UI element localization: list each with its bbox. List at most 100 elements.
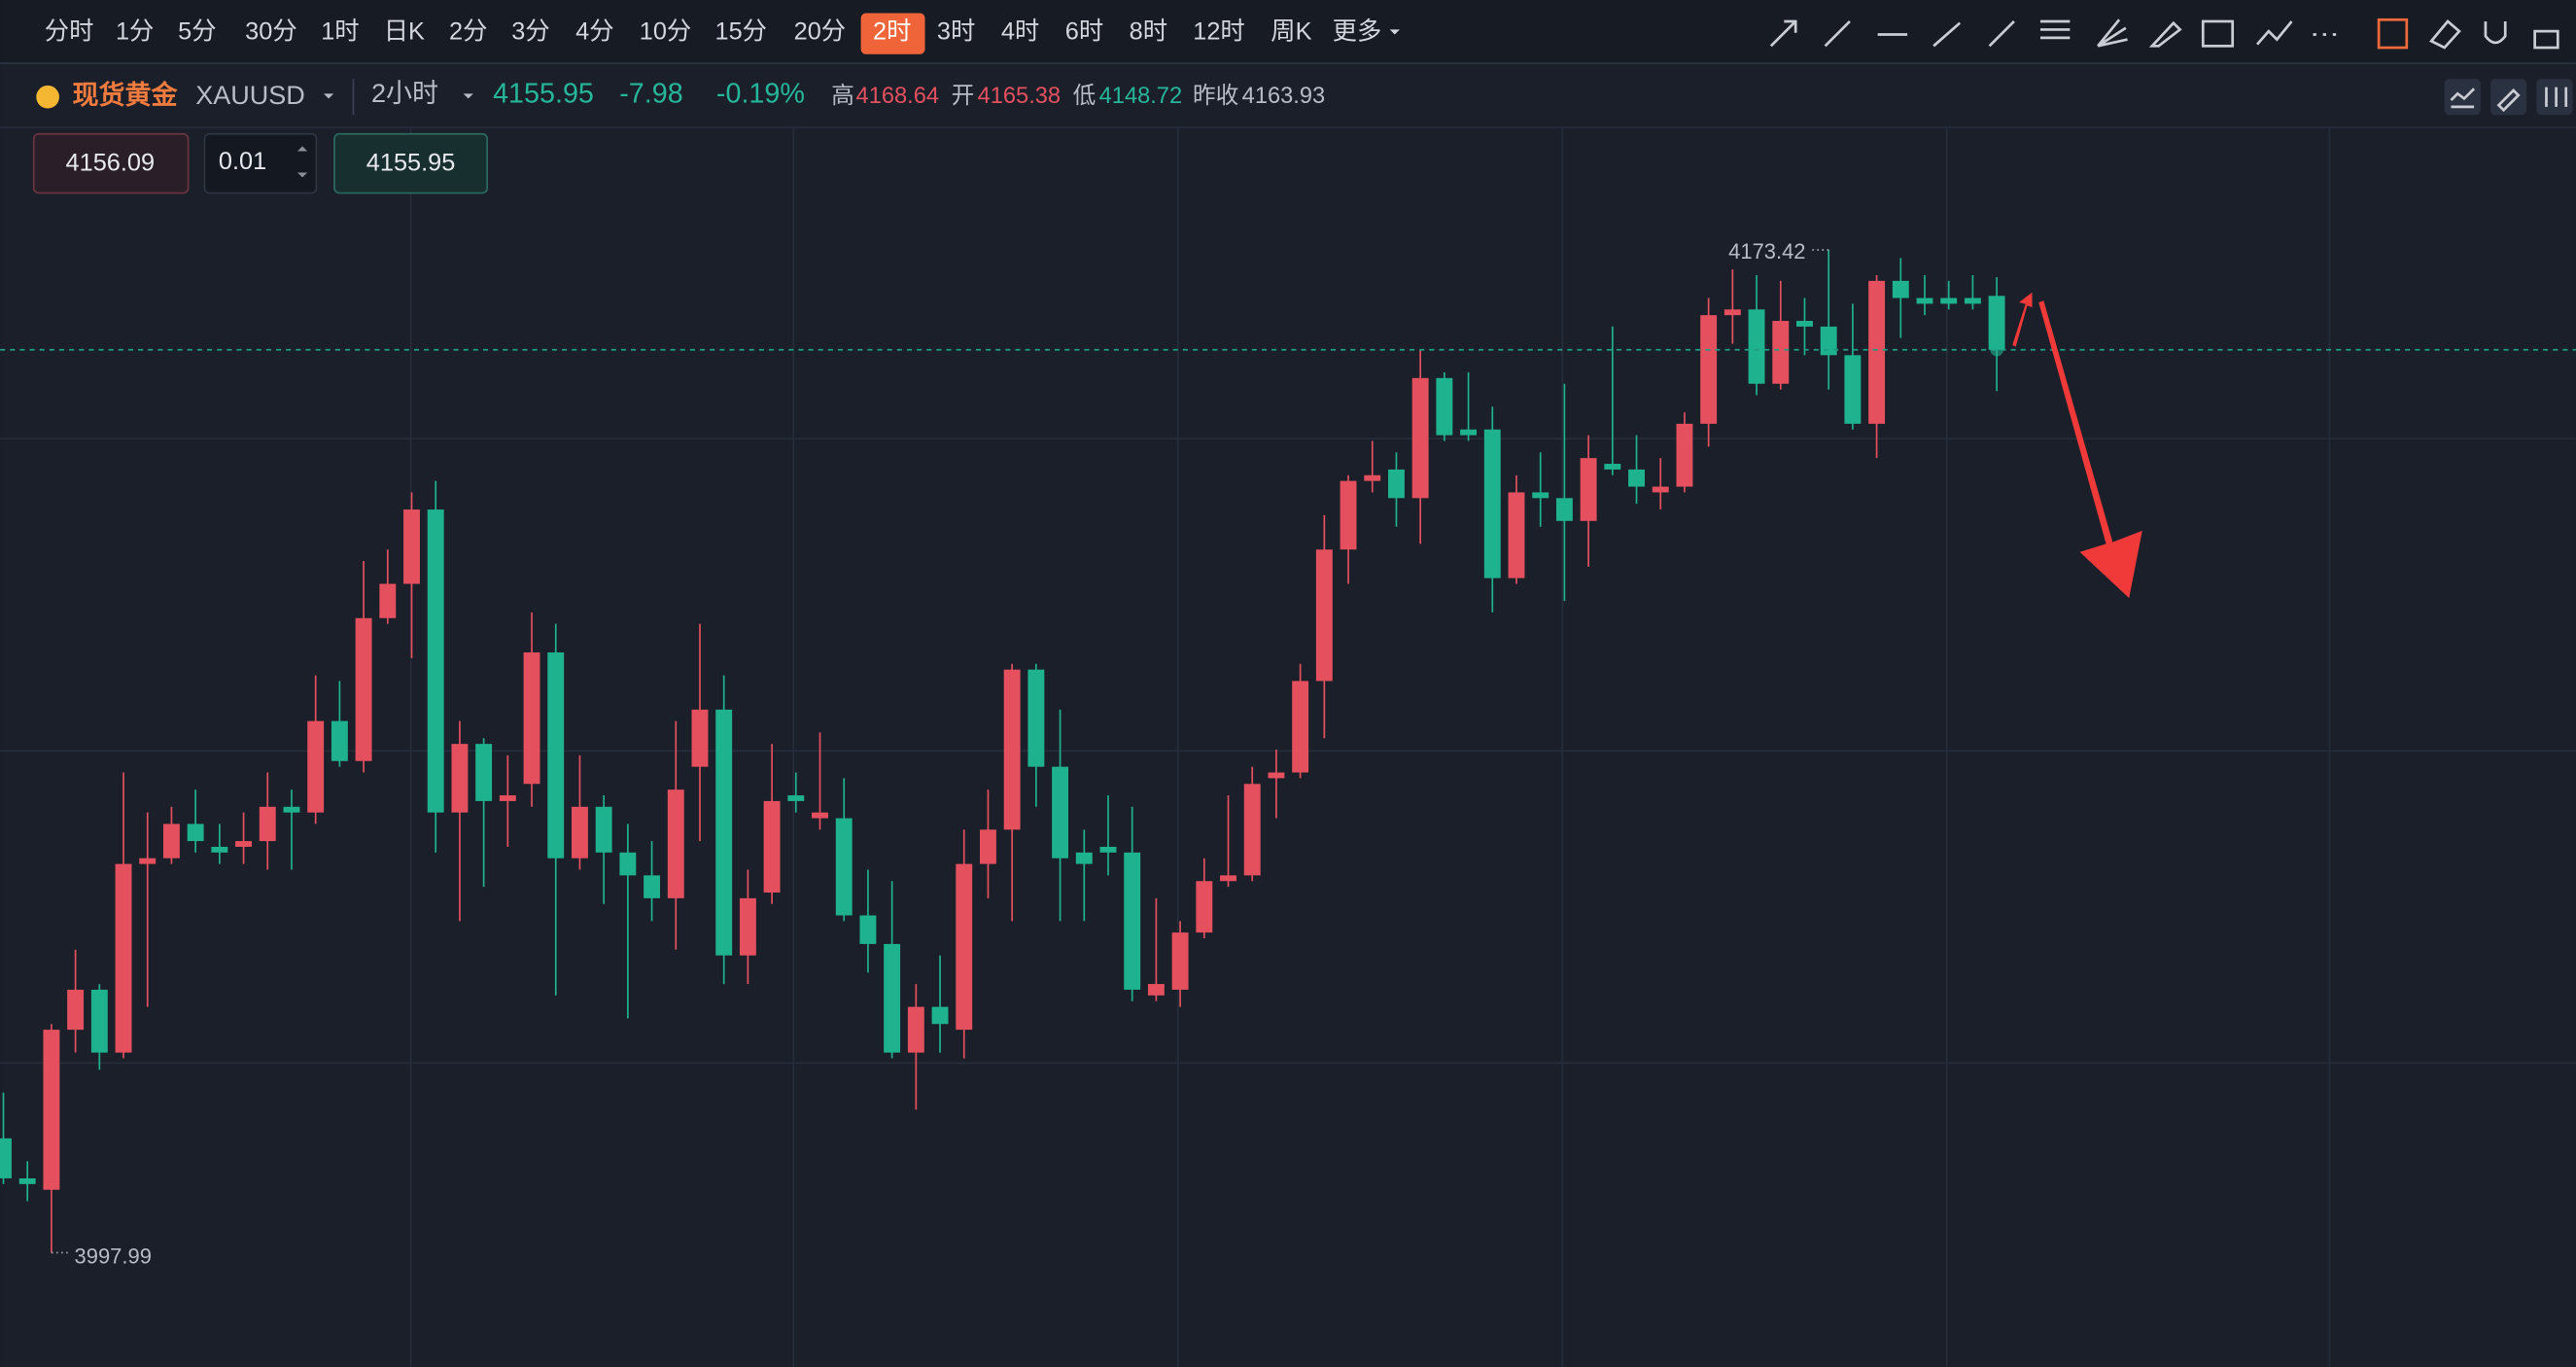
tool-line[interactable] [1988, 20, 2015, 48]
interval-button[interactable]: 5分 [178, 18, 216, 45]
drawing-tools[interactable] [1769, 18, 2559, 50]
grid [0, 127, 2576, 1367]
tool-image[interactable] [2201, 19, 2235, 48]
candle-body [980, 829, 996, 864]
interval-button[interactable]: 3时 [937, 18, 975, 45]
candle-body [812, 812, 828, 819]
candle-body [1436, 377, 1453, 436]
open-label: 开 [952, 84, 975, 109]
candle-body [187, 824, 204, 842]
candles: 4173.42 3997.99 [0, 239, 2576, 1268]
candle-body [1124, 852, 1141, 990]
candle-body [884, 943, 901, 1053]
interval-button[interactable]: 周K [1271, 18, 1311, 45]
interval-button[interactable]: 分时 [45, 18, 94, 45]
tool-eraser[interactable] [2429, 19, 2461, 50]
tool-arrow[interactable] [1769, 19, 1797, 48]
candle-body [1147, 984, 1165, 996]
buy-box[interactable] [333, 132, 489, 194]
candle-body [1532, 492, 1549, 499]
sell-price[interactable]: 4156.09 [66, 150, 156, 177]
candle-body [90, 989, 108, 1053]
tool-ray[interactable] [1824, 20, 1851, 48]
interval-button[interactable]: 2时 [873, 18, 911, 45]
interval-button[interactable]: 1分 [116, 18, 154, 45]
control-icon [2545, 87, 2568, 107]
high-value: 4168.64 [856, 84, 939, 109]
qty-value[interactable]: 0.01 [219, 148, 266, 175]
interval-label[interactable]: 2小时 [371, 79, 438, 108]
candle-body [43, 1030, 60, 1190]
tool-indicator[interactable] [2256, 20, 2293, 46]
candle-body [1483, 429, 1501, 578]
candle-body [1723, 309, 1741, 316]
interval-button[interactable]: 6时 [1065, 18, 1103, 45]
qty-box[interactable] [203, 132, 318, 194]
candle-body [1555, 498, 1573, 521]
candle-body [787, 795, 805, 801]
candle-body [1676, 423, 1693, 487]
prev-close-value: 4163.93 [1242, 84, 1325, 109]
interval-button[interactable]: 2分 [449, 18, 487, 45]
candle-body [1268, 772, 1285, 779]
more-button[interactable]: 更多 [1333, 18, 1382, 45]
candle-body [1027, 669, 1045, 767]
interval-button[interactable]: 日K [384, 18, 425, 45]
candle-body [1411, 377, 1429, 499]
interval-button[interactable]: 20分 [794, 18, 847, 45]
candle-body [1292, 681, 1309, 773]
tool-magnet[interactable] [2484, 20, 2507, 45]
candle-body [1508, 492, 1525, 578]
active-interval-bg [860, 13, 925, 54]
last-price: 4155.95 [493, 79, 594, 110]
interval-button[interactable]: 15分 [715, 18, 768, 45]
open-value: 4165.38 [978, 84, 1061, 109]
tool-fan[interactable] [2097, 18, 2128, 48]
annotation-arrow-small [2012, 292, 2033, 347]
candle-body [1988, 296, 2005, 350]
gold-icon [36, 85, 59, 109]
candle-body [931, 1006, 949, 1025]
tool-edit[interactable] [2377, 18, 2409, 50]
candle-body [571, 806, 588, 859]
low-marker-label: 3997.99 [75, 1244, 152, 1268]
interval-button[interactable]: 8时 [1130, 18, 1167, 45]
symbol-name[interactable]: 现货黄金 [72, 80, 178, 110]
candle-body [283, 806, 300, 813]
candle-body [763, 800, 781, 893]
candle-body [1364, 474, 1381, 481]
candle-body [1964, 298, 1981, 304]
interval-button[interactable]: 3分 [511, 18, 549, 45]
interval-button[interactable]: 12时 [1193, 18, 1245, 45]
candle-body [1940, 298, 1958, 304]
buy-price[interactable]: 4155.95 [366, 150, 456, 177]
interval-button[interactable]: 30分 [245, 18, 297, 45]
candle-body [403, 509, 420, 584]
candle-body [1220, 875, 1236, 882]
tool-segment[interactable] [1932, 21, 1962, 48]
candle-body [619, 852, 637, 876]
tool-lock[interactable] [2533, 29, 2559, 50]
candle-body [547, 652, 565, 859]
low-value: 4148.72 [1099, 84, 1182, 109]
interval-button[interactable]: 4时 [1001, 18, 1039, 45]
candle-body [1052, 766, 1069, 859]
interval-button[interactable]: 1时 [321, 18, 359, 45]
toolbar-bg [0, 0, 2576, 63]
candle-body [1628, 469, 1645, 487]
candle-body [1844, 355, 1862, 424]
chart-controls[interactable] [2444, 79, 2573, 116]
symbol-code[interactable]: XAUUSD [195, 81, 305, 110]
tool-brush[interactable] [2148, 20, 2182, 48]
interval-button[interactable]: 10分 [640, 18, 692, 45]
tool-fib[interactable] [2039, 19, 2071, 40]
sell-box[interactable] [32, 132, 190, 194]
candle-body [1772, 321, 1790, 384]
prev-close-label: 昨收 [1193, 83, 1238, 109]
interval-button[interactable]: 4分 [575, 18, 613, 45]
candle-body [1580, 458, 1597, 521]
symbol-caret [324, 93, 334, 99]
